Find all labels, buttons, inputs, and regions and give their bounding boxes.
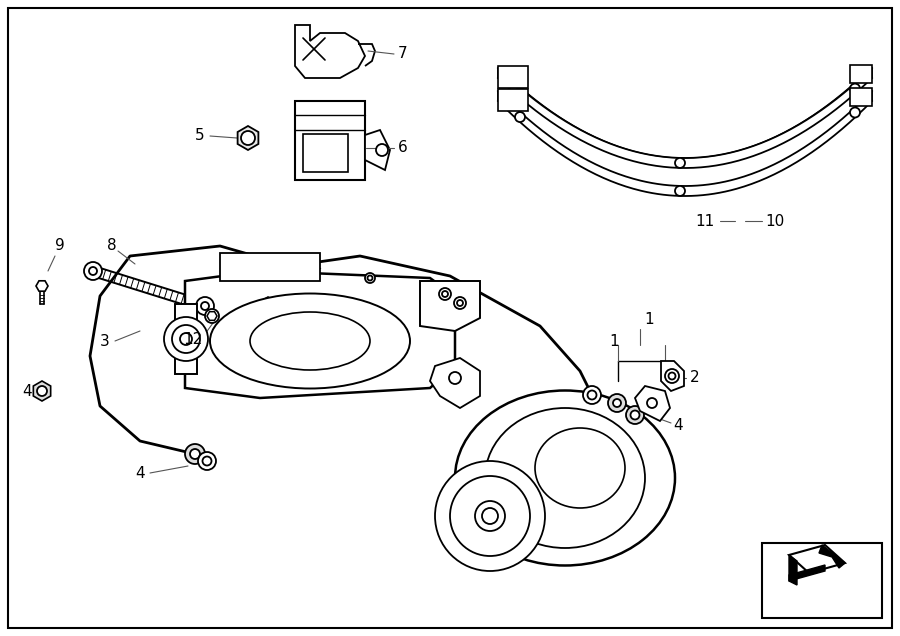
Circle shape (37, 386, 47, 396)
Circle shape (613, 399, 621, 407)
Circle shape (454, 297, 466, 309)
Circle shape (450, 476, 530, 556)
Circle shape (442, 291, 448, 297)
Circle shape (198, 452, 216, 470)
Circle shape (588, 391, 597, 399)
Bar (498, 66, 528, 88)
Circle shape (515, 88, 525, 98)
Polygon shape (185, 271, 455, 398)
Bar (850, 65, 872, 83)
Circle shape (449, 372, 461, 384)
Text: 1: 1 (644, 312, 653, 327)
Text: 8: 8 (107, 238, 117, 254)
Circle shape (164, 317, 208, 361)
Bar (850, 88, 872, 106)
Circle shape (180, 333, 192, 345)
Polygon shape (789, 555, 797, 585)
Circle shape (475, 501, 505, 531)
Circle shape (665, 369, 679, 383)
Circle shape (285, 261, 294, 270)
Polygon shape (635, 386, 670, 421)
Text: 11: 11 (696, 214, 715, 228)
Ellipse shape (210, 293, 410, 389)
Ellipse shape (250, 312, 370, 370)
Polygon shape (819, 545, 845, 568)
Circle shape (172, 325, 200, 353)
Text: 00126086: 00126086 (794, 601, 850, 611)
Text: 4: 4 (278, 315, 288, 331)
Polygon shape (430, 358, 480, 408)
Circle shape (608, 394, 626, 412)
Text: 9: 9 (55, 238, 65, 254)
Circle shape (631, 410, 640, 420)
Circle shape (185, 444, 205, 464)
Polygon shape (365, 130, 390, 170)
Circle shape (367, 275, 373, 280)
Circle shape (89, 267, 97, 275)
Circle shape (583, 386, 601, 404)
Polygon shape (33, 381, 50, 401)
Polygon shape (661, 361, 684, 391)
Circle shape (647, 398, 657, 408)
Polygon shape (207, 312, 217, 321)
Circle shape (626, 406, 644, 424)
Polygon shape (260, 297, 275, 315)
Circle shape (201, 302, 209, 310)
Circle shape (190, 449, 200, 459)
Text: 5: 5 (195, 128, 205, 144)
Text: 4: 4 (673, 418, 682, 434)
Text: 12: 12 (184, 331, 202, 347)
Ellipse shape (455, 391, 675, 565)
Circle shape (675, 186, 685, 196)
Text: 3: 3 (100, 333, 110, 349)
Circle shape (365, 273, 375, 283)
Bar (498, 89, 528, 111)
Circle shape (281, 257, 299, 275)
Bar (303, 134, 348, 172)
Polygon shape (420, 281, 480, 331)
Bar (220, 253, 320, 281)
Circle shape (241, 131, 255, 145)
Bar (762, 543, 882, 618)
Circle shape (196, 297, 214, 315)
Circle shape (675, 158, 685, 168)
Text: 4: 4 (135, 466, 145, 481)
Circle shape (264, 301, 273, 310)
Circle shape (376, 144, 388, 156)
Polygon shape (238, 126, 258, 150)
Ellipse shape (535, 428, 625, 508)
Circle shape (439, 288, 451, 300)
Bar (295, 101, 365, 180)
Polygon shape (789, 545, 845, 573)
Circle shape (202, 457, 211, 466)
Circle shape (84, 262, 102, 280)
Text: 1: 1 (609, 333, 619, 349)
Text: 10: 10 (765, 214, 784, 228)
Circle shape (435, 461, 545, 571)
Text: 6: 6 (398, 141, 408, 155)
Circle shape (205, 309, 219, 323)
Polygon shape (36, 281, 48, 291)
Circle shape (669, 373, 676, 380)
Polygon shape (789, 565, 825, 581)
Circle shape (482, 508, 498, 524)
Circle shape (850, 107, 860, 118)
Ellipse shape (485, 408, 645, 548)
Circle shape (850, 83, 860, 93)
Text: 2: 2 (690, 371, 699, 385)
Polygon shape (295, 25, 365, 78)
Bar (175, 304, 197, 374)
Circle shape (457, 300, 463, 306)
Text: 4: 4 (22, 384, 32, 399)
Circle shape (515, 112, 525, 122)
Text: 7: 7 (398, 46, 408, 62)
